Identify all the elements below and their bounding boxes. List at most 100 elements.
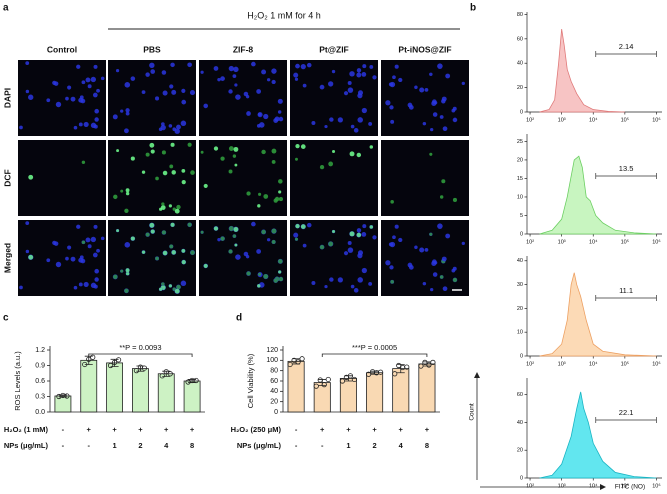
- nucleus: [220, 76, 225, 81]
- gate-value: 13.5: [619, 164, 634, 173]
- dcf-signal: [271, 160, 276, 164]
- x-tick-label: 10³: [558, 117, 566, 123]
- panel-label: c: [3, 313, 9, 324]
- nucleus: [28, 94, 34, 100]
- panel-label: a: [3, 3, 9, 14]
- nucleus: [361, 232, 367, 237]
- dcf-signal: [171, 250, 176, 255]
- table-cell: -: [295, 425, 298, 434]
- dcf-signal: [228, 146, 234, 151]
- nucleus: [243, 251, 249, 257]
- replicate-point: [167, 371, 173, 377]
- table-cell: 4: [164, 441, 169, 450]
- dcf-signal: [159, 207, 163, 211]
- dcf-signal: [176, 284, 181, 290]
- nucleus: [235, 254, 241, 260]
- nucleus: [452, 266, 457, 271]
- dcf-signal: [258, 272, 262, 276]
- nucleus: [422, 121, 427, 126]
- dcf-signal: [228, 226, 234, 231]
- nucleus: [217, 77, 221, 82]
- significance-bracket: [88, 353, 193, 357]
- dcf-signal: [181, 169, 186, 173]
- dcf-signal: [295, 143, 300, 149]
- y-tick-label: 120: [266, 347, 278, 354]
- y-tick-label: 10: [517, 330, 523, 336]
- nucleus: [189, 90, 196, 96]
- nucleus: [452, 106, 457, 111]
- bar: [313, 382, 331, 413]
- nucleus: [343, 91, 349, 96]
- nucleus: [100, 236, 105, 241]
- nucleus: [93, 64, 98, 69]
- dcf-signal: [261, 229, 266, 235]
- dcf-signal: [130, 236, 135, 241]
- nucleus: [257, 112, 262, 117]
- nucleus: [90, 76, 97, 83]
- replicate-point: [82, 361, 88, 368]
- nucleus: [414, 245, 418, 250]
- nucleus: [439, 115, 444, 119]
- replicate-point: [426, 362, 432, 368]
- dcf-signal: [170, 222, 175, 227]
- x-tick-label: 10⁴: [589, 116, 598, 123]
- nucleus: [372, 75, 377, 80]
- nucleus: [294, 77, 299, 81]
- nucleus: [256, 123, 261, 128]
- table-cell: +: [138, 425, 143, 434]
- nucleus: [25, 61, 30, 65]
- nucleus: [233, 66, 239, 73]
- nucleus: [394, 64, 399, 69]
- nucleus: [25, 249, 30, 254]
- dcf-signal: [278, 259, 283, 264]
- dcf-signal: [271, 228, 277, 234]
- nucleus: [235, 94, 241, 100]
- dcf-signal: [161, 150, 166, 155]
- y-tick-label: 30: [517, 282, 523, 288]
- dcf-signal: [278, 277, 283, 282]
- x-tick-label: 10⁴: [589, 238, 598, 245]
- dcf-signal: [234, 163, 238, 167]
- dcf-signal: [220, 156, 225, 161]
- nucleus: [180, 280, 187, 287]
- nucleus: [302, 83, 307, 88]
- x-tick-label: 10²: [526, 483, 534, 489]
- replicate-point: [287, 361, 293, 368]
- nucleus: [408, 105, 414, 110]
- nucleus: [430, 127, 434, 132]
- table-cell: -: [321, 441, 324, 450]
- nucleus: [361, 107, 367, 114]
- dcf-signal: [170, 142, 175, 147]
- nucleus: [83, 281, 89, 288]
- nucleus: [78, 122, 83, 127]
- nucleus: [419, 87, 425, 93]
- nucleus: [94, 268, 99, 274]
- nucleus: [350, 284, 355, 289]
- y-tick-label: 15: [517, 176, 523, 182]
- y-tick-label: 0: [520, 475, 523, 481]
- nucleus: [350, 124, 355, 129]
- x-tick-label: 10⁵: [621, 116, 629, 123]
- dcf-signal: [300, 224, 306, 229]
- row-label: DCF: [2, 169, 12, 186]
- replicate-point: [422, 359, 428, 365]
- nucleus: [213, 66, 219, 71]
- nucleus: [390, 119, 395, 124]
- nucleus: [55, 101, 62, 108]
- nucleus: [55, 261, 62, 268]
- dcf-signal: [332, 150, 336, 154]
- nucleus: [83, 121, 89, 128]
- dcf-signal: [295, 237, 298, 241]
- replicate-point: [111, 359, 118, 365]
- nucleus: [174, 128, 180, 134]
- dcf-signal: [169, 244, 174, 249]
- nucleus: [90, 236, 97, 243]
- row-label: Merged: [2, 243, 12, 273]
- nucleus: [161, 122, 165, 126]
- nucleus: [217, 237, 221, 242]
- table-row-label: NPs (μg/mL): [4, 441, 49, 450]
- nucleus: [319, 84, 325, 90]
- dcf-signal: [278, 270, 282, 274]
- nucleus: [120, 109, 124, 113]
